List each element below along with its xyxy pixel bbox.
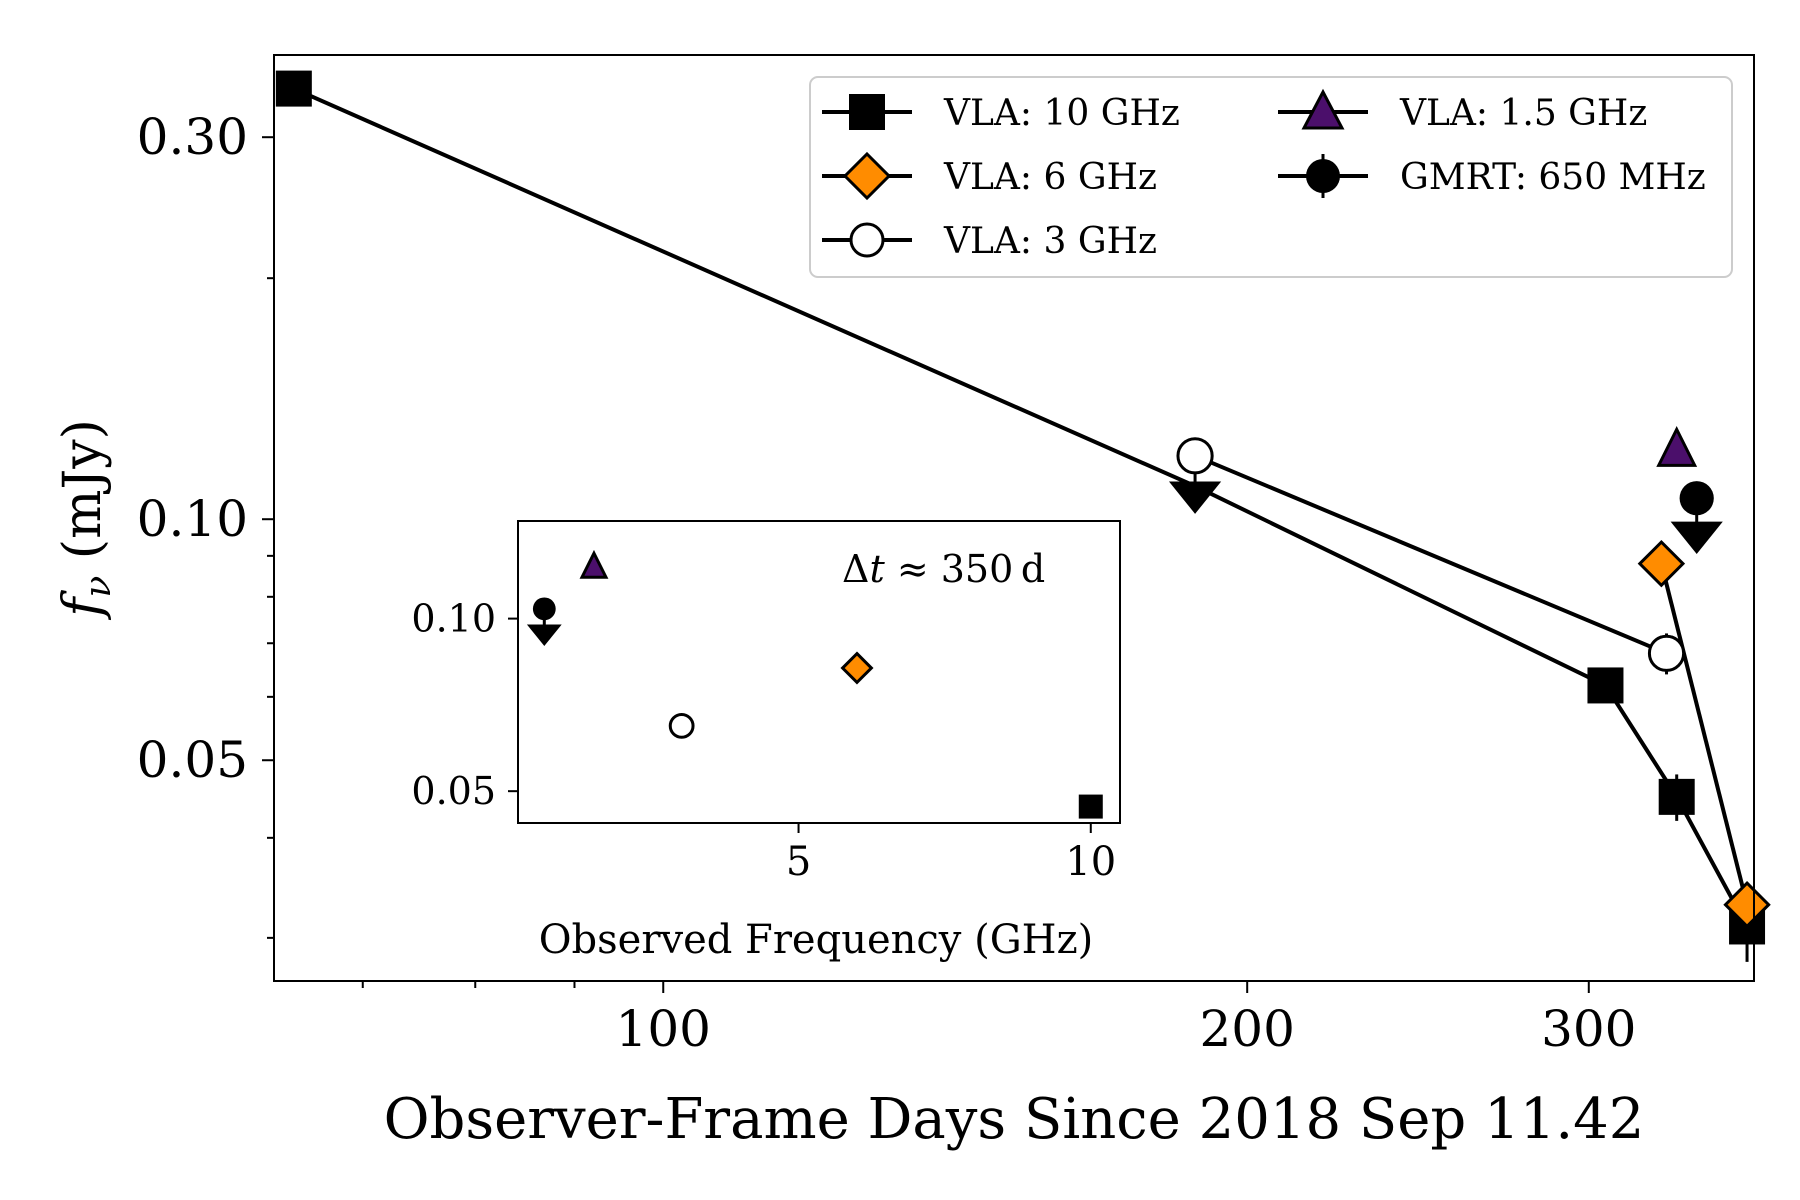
legend-label-vla-6ghz: VLA: 6 GHz: [943, 157, 1157, 198]
x-tick-label: 300: [1541, 1000, 1636, 1058]
data-point-vla-10-ghz-2: [1587, 667, 1624, 704]
inset-annotation: Δt ≈ 350 d: [842, 547, 1045, 591]
inset-x-tick-label: 10: [1065, 839, 1116, 885]
y-axis-label-unit: (mJy): [53, 419, 113, 559]
inset-point-vla-1-5-ghz: [579, 549, 609, 579]
legend-triangle-marker: [1301, 88, 1345, 130]
main-axis-ticks: 100 200 300 0.05 0.10 0.30: [137, 108, 1637, 1058]
inset-x-tick-label: 5: [786, 839, 811, 885]
inset-annotation-delta: Δ: [842, 547, 869, 591]
legend-entry-vla-6ghz: VLA: 6 GHz: [822, 151, 1157, 201]
legend-open-circle-marker: [849, 222, 885, 258]
legend: VLA: 10 GHz VLA: 6 GHz VLA: 3 GHz VLA: 1…: [809, 76, 1733, 278]
data-point-vla-6-ghz-1: [1723, 881, 1771, 929]
data-point-vla-10-ghz-3: [1658, 778, 1695, 815]
data-point-vla-3-ghz-1: [1647, 634, 1686, 672]
legend-box: [809, 76, 1733, 278]
data-point-vla-10-ghz-1-arrow: [1168, 481, 1222, 514]
legend-circle-marker: [1306, 159, 1340, 193]
data-point-vla-6-ghz-0: [1637, 539, 1686, 588]
inset-y-tick-label: 0.10: [411, 597, 496, 641]
inset-background: [518, 521, 1120, 823]
legend-diamond-marker: [842, 151, 892, 201]
inset-plot-data: [526, 549, 1103, 819]
series-line-vla-6-ghz: [1659, 563, 1749, 906]
series-line-vla-3-ghz: [1194, 453, 1668, 656]
main-plot-frame: [273, 54, 1755, 982]
legend-label-vla-10ghz: VLA: 10 GHz: [943, 93, 1180, 134]
inset-point-gmrt-650-mhz: [532, 597, 556, 621]
legend-square-marker: [849, 94, 885, 130]
data-point-vla-1-5-ghz-0: [1656, 426, 1698, 467]
legend-entry-vla-1-5ghz: VLA: 1.5 GHz: [1278, 88, 1647, 134]
x-axis-label: Observer-Frame Days Since 2018 Sep 11.42: [384, 1087, 1645, 1152]
data-point-gmrt-650-mhz-0-arrow: [1670, 521, 1723, 555]
y-tick-label: 0.10: [137, 490, 248, 548]
data-point-vla-10-ghz-0: [275, 70, 312, 107]
inset-point-vla-3-ghz: [668, 712, 695, 739]
data-point-vla-3-ghz-0: [1176, 437, 1214, 475]
y-tick-label: 0.05: [137, 731, 248, 789]
main-plot-data: [275, 70, 1771, 962]
inset-point-vla-10-ghz: [1078, 794, 1103, 819]
y-axis-label: fν (mJy): [53, 419, 119, 621]
legend-label-gmrt-650mhz: GMRT: 650 MHz: [1400, 157, 1706, 198]
x-tick-label: 100: [616, 1000, 711, 1058]
legend-label-vla-1-5ghz: VLA: 1.5 GHz: [1399, 93, 1647, 134]
legend-entry-gmrt-650mhz: GMRT: 650 MHz: [1278, 154, 1706, 198]
inset-y-tick-label: 0.05: [411, 769, 496, 813]
y-tick-label: 0.30: [137, 108, 248, 166]
y-axis-label-subscript: ν: [78, 576, 119, 598]
inset-x-axis-label: Observed Frequency (GHz): [539, 917, 1094, 963]
x-tick-label: 200: [1199, 1000, 1294, 1058]
inset-point-gmrt-650-mhz-arrow: [526, 624, 562, 647]
legend-entry-vla-3ghz: VLA: 3 GHz: [822, 221, 1157, 262]
inset-frame: [517, 520, 1121, 824]
inset-annotation-value: ≈ 350 d: [885, 547, 1045, 591]
inset-axis-ticks: 5 10 0.05 0.10: [411, 597, 1116, 885]
legend-entry-vla-10ghz: VLA: 10 GHz: [822, 93, 1180, 134]
inset-annotation-variable: t: [869, 547, 885, 591]
legend-label-vla-3ghz: VLA: 3 GHz: [943, 221, 1157, 262]
inset-point-vla-6-ghz: [840, 651, 874, 685]
